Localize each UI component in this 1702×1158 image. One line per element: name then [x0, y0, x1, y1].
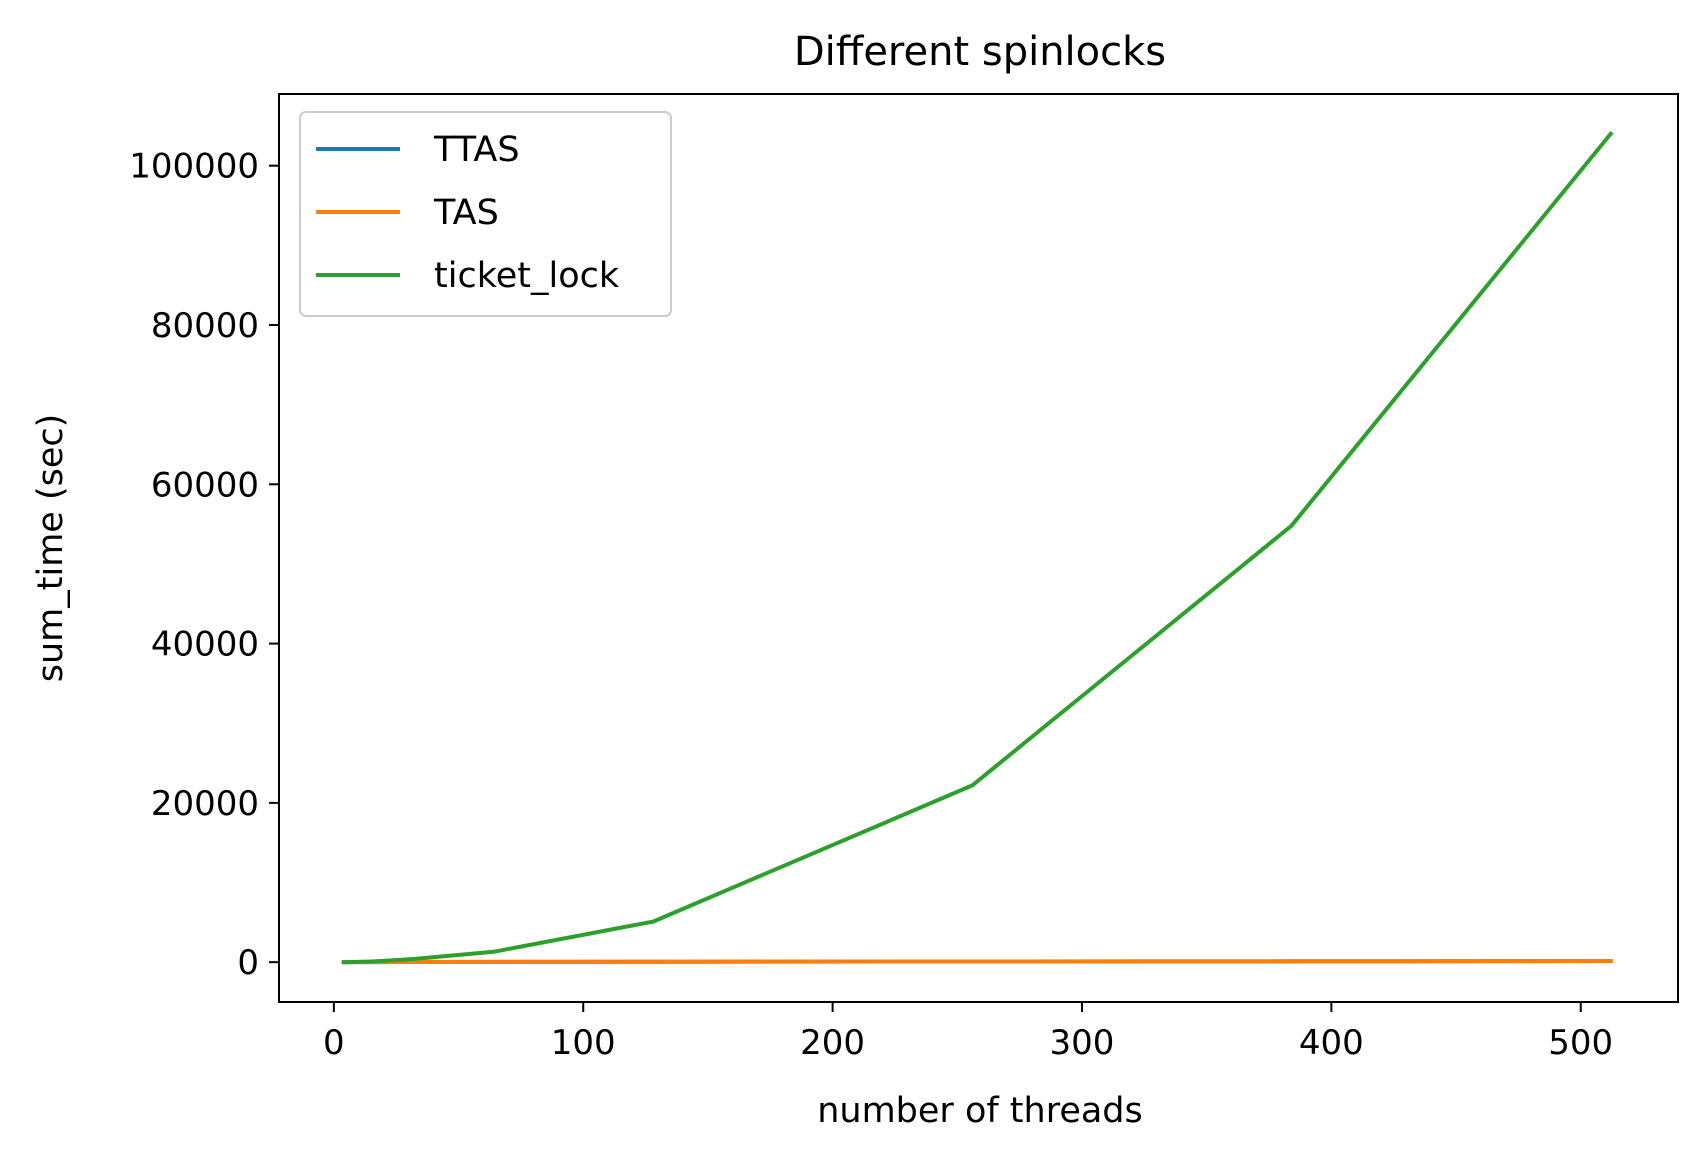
x-axis-label: number of threads [817, 1091, 1143, 1131]
x-tick-label: 200 [800, 1023, 865, 1063]
x-tick-label: 0 [323, 1023, 345, 1063]
legend-label: TAS [433, 193, 499, 233]
y-tick-label: 100000 [129, 147, 259, 187]
series-line-ticket-lock [341, 130, 1614, 965]
chart-title: Different spinlocks [794, 29, 1166, 75]
y-tick-label: 40000 [151, 625, 259, 665]
y-tick-label: 80000 [151, 306, 259, 346]
y-tick-label: 0 [237, 943, 259, 983]
x-tick-label: 100 [551, 1023, 616, 1063]
x-tick-label: 500 [1548, 1023, 1613, 1063]
x-tick-label: 400 [1299, 1023, 1364, 1063]
y-tick-label: 20000 [151, 784, 259, 824]
y-axis: 0 20000 40000 60000 80000 100000 [129, 147, 279, 983]
legend: TTAS TAS ticket_lock [299, 111, 672, 317]
x-axis: 0 100 200 300 400 500 [323, 1002, 1613, 1063]
legend-label: TTAS [433, 130, 520, 170]
series-line-tas [341, 958, 1613, 965]
y-axis-label: sum_time (sec) [31, 414, 71, 683]
legend-label: ticket_lock [434, 256, 620, 296]
y-tick-label: 60000 [151, 465, 259, 505]
x-tick-label: 300 [1050, 1023, 1115, 1063]
plot-lines [341, 130, 1614, 965]
legend-box [299, 111, 672, 317]
plot-frame [278, 93, 1679, 1003]
